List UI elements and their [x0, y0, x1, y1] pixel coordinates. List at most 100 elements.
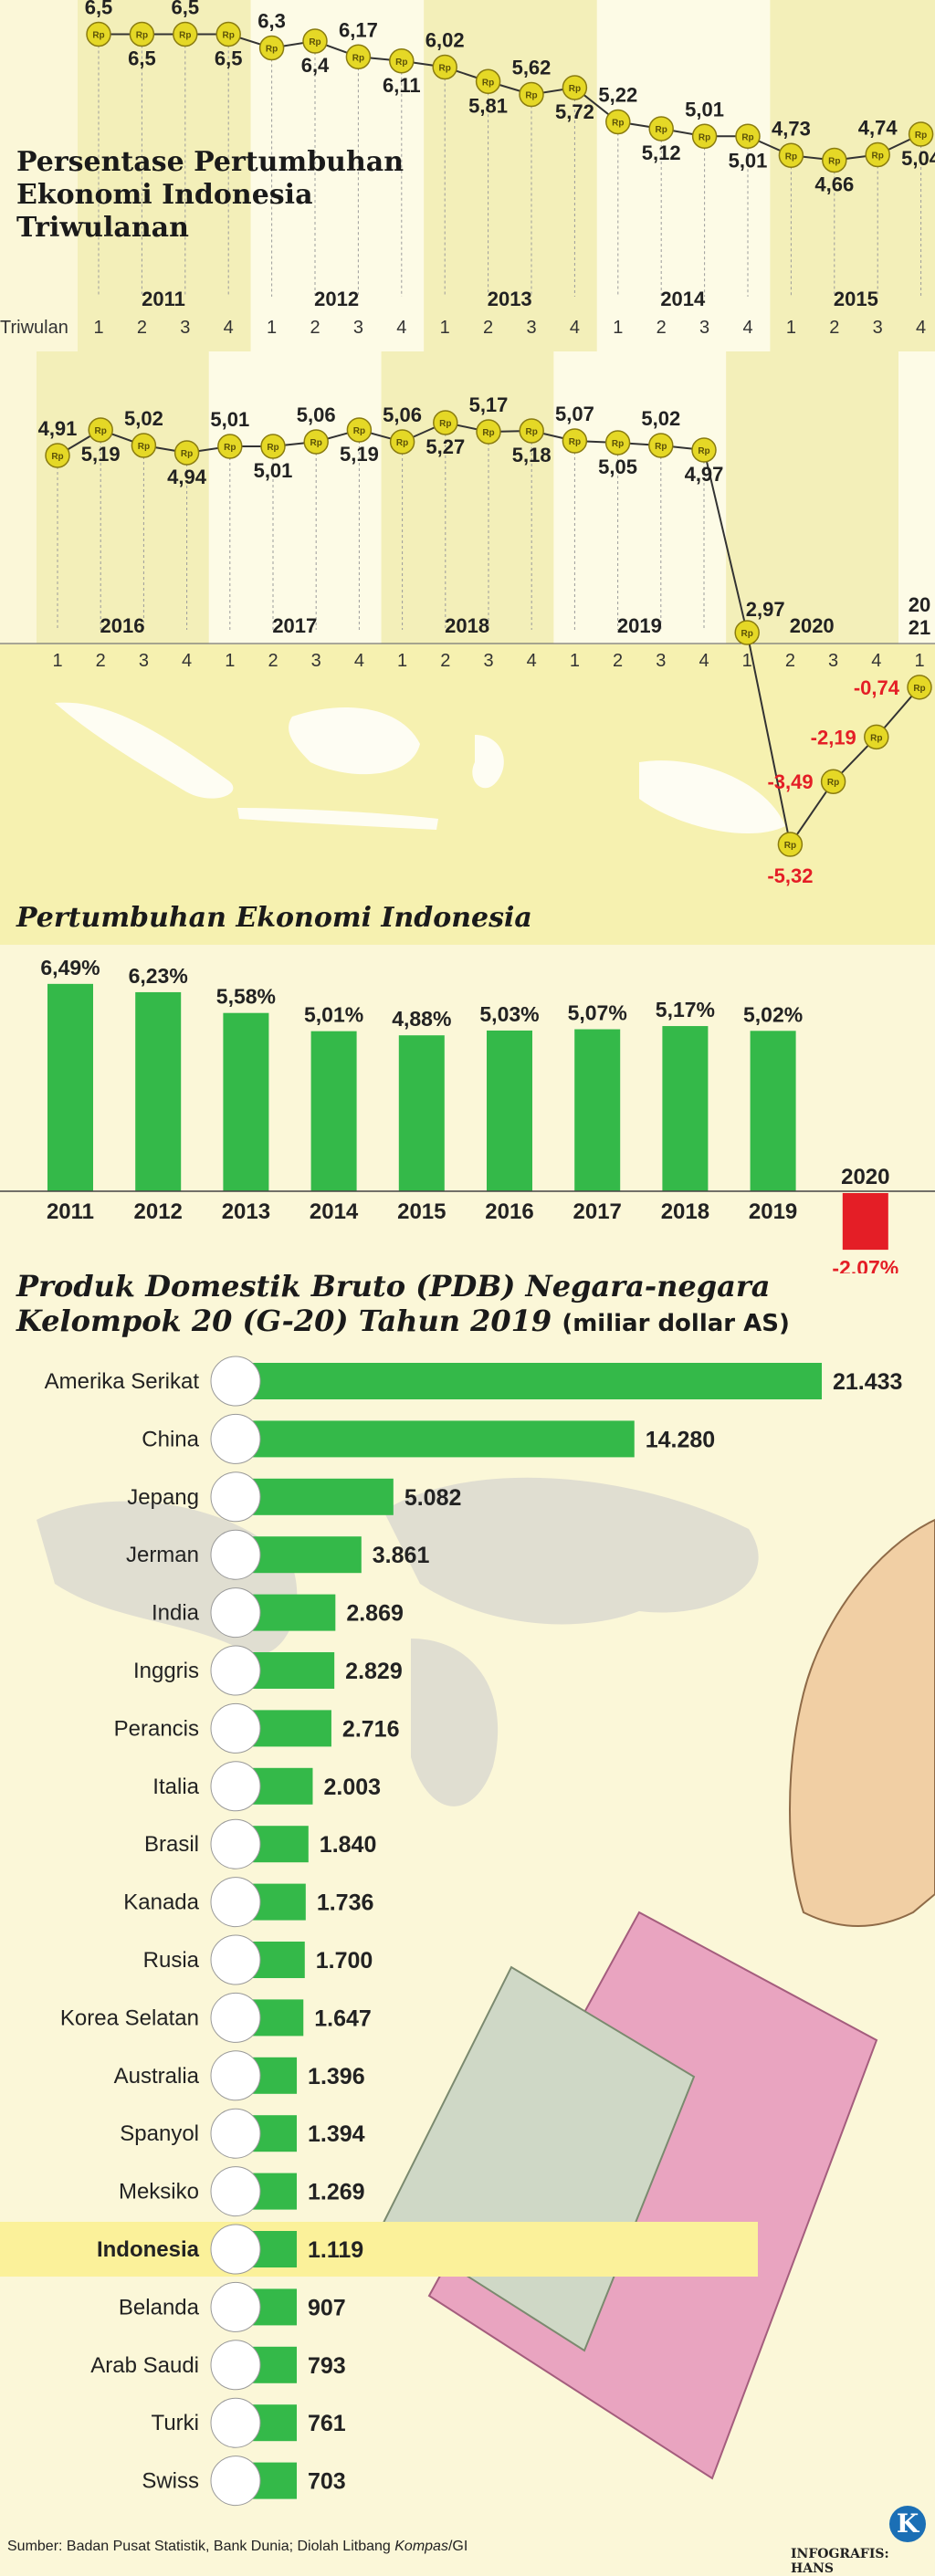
gdp-value-0: 21.433: [833, 1369, 902, 1395]
gdp-country-8: Brasil: [144, 1832, 199, 1857]
q1-value-label-17: 4,66: [814, 173, 854, 196]
map-sumatra-shape: [55, 702, 234, 799]
gdp-country-2: Jepang: [127, 1485, 199, 1510]
q1-coin-label-11: Rp: [569, 84, 581, 94]
annual-year-2011: 2011: [47, 1199, 94, 1224]
q1-quarter-tick-18: 3: [873, 318, 883, 338]
q2-value-label-1: 5,19: [81, 443, 121, 466]
q2-year-label-bottom: 21: [909, 616, 930, 639]
q2-coin-label-0: Rp: [51, 452, 63, 462]
q1-coin-19: [908, 121, 934, 147]
q2-coin-14: [648, 433, 674, 458]
q2-value-label-12: 5,07: [555, 403, 594, 425]
annual-year-2016: 2016: [485, 1199, 533, 1224]
q1-coin-label-12: Rp: [612, 119, 624, 129]
q1-quarter-tick-7: 4: [396, 318, 406, 338]
q2-coin-13: [604, 430, 631, 456]
year-band-2016-5: [898, 351, 935, 644]
italy-flag-icon: [210, 1761, 261, 1812]
annual-year-2015: 2015: [397, 1199, 446, 1224]
saudi-arabia-flag-icon: [210, 2340, 261, 2391]
q2-coin-label-9: Rp: [439, 419, 451, 429]
q2-quarter-tick-19: 4: [871, 651, 881, 671]
world-map-americas-shape: [37, 1501, 298, 1655]
year-band-2016-1: [208, 351, 382, 644]
q2-quarter-tick-3: 4: [182, 651, 192, 671]
q1-value-label-12: 5,22: [598, 84, 637, 107]
q1-quarter-tick-12: 1: [613, 318, 623, 338]
q1-coin-label-17: Rp: [828, 157, 840, 167]
q1-coin-label-8: Rp: [439, 64, 451, 74]
q2-quarter-tick-5: 2: [268, 651, 278, 671]
annual-year-2017: 2017: [573, 1199, 622, 1224]
q2-year-label-2016: 2016: [100, 614, 145, 637]
japan-flag-icon: [210, 1471, 261, 1523]
switzerland-flag-icon: [210, 2456, 261, 2507]
q2-coin-label-16: Rp: [741, 629, 753, 639]
q2-coin-label-14: Rp: [655, 442, 667, 452]
gdp-value-12: 1.396: [308, 2064, 365, 2089]
q1-coin-label-10: Rp: [525, 91, 537, 101]
q2-coin-10: [476, 419, 501, 445]
q2-quarter-tick-7: 4: [354, 651, 364, 671]
gdp-value-8: 1.840: [320, 1832, 377, 1858]
q2-value-label-14: 5,02: [641, 407, 680, 430]
quarter-axis-label: Triwulan: [0, 318, 68, 338]
q1-coin-11: [562, 75, 588, 100]
q1-year-label-2011: 2011: [142, 288, 185, 310]
annual-growth-chart: 6,49% 2011 6,23% 2012 5,58% 2013 5,01% 2014 4,88…: [0, 945, 935, 1273]
source-italic: Kompas: [394, 2539, 448, 2554]
q1-quarter-tick-16: 1: [786, 318, 796, 338]
mexico-flag-icon: [210, 2166, 261, 2217]
q1-value-label-7: 6,11: [383, 74, 421, 97]
q2-quarter-tick-6: 3: [311, 651, 321, 671]
world-map-africa-shape: [411, 1639, 499, 1806]
gdp-value-4: 2.869: [346, 1601, 404, 1627]
q1-coin-8: [432, 54, 457, 80]
q2-value-label-6: 5,06: [297, 403, 336, 426]
annual-value-2013: 5,58%: [216, 985, 276, 1009]
q2-coin-2: [131, 433, 157, 458]
q1-coin-label-3: Rp: [223, 31, 235, 41]
gdp-value-11: 1.647: [314, 2005, 372, 2031]
q2-value-label-9: 5,27: [425, 435, 465, 458]
annual-bar-2016: [487, 1030, 532, 1191]
q2-coin-label-12: Rp: [569, 437, 581, 447]
gdp-country-15: Indonesia: [97, 2237, 200, 2262]
annual-value-2020: -2,07%: [832, 1256, 898, 1273]
q2-coin-label-11: Rp: [526, 427, 538, 437]
q2-quarter-tick-14: 3: [656, 651, 666, 671]
map-kalimantan-shape: [289, 707, 420, 775]
indonesia-flag-icon: [210, 2224, 261, 2275]
map-java-shape: [237, 808, 438, 830]
q2-coin-9: [433, 410, 458, 435]
q2-coin-label-20: Rp: [913, 684, 925, 694]
q2-coin-6: [303, 429, 329, 455]
q2-quarter-tick-9: 2: [440, 651, 450, 671]
annual-chart-title: Pertumbuhan Ekonomi Indonesia: [16, 902, 532, 934]
hand-icon: [789, 1518, 935, 1927]
q1-value-label-1: 6,5: [128, 47, 156, 70]
q1-quarter-tick-8: 1: [440, 318, 450, 338]
gdp-value-3: 3.861: [373, 1543, 430, 1568]
q1-coin-16: [778, 142, 804, 168]
us-flag-icon: [210, 1356, 261, 1407]
world-map-eurasia-shape: [383, 1477, 759, 1625]
q1-quarter-tick-6: 3: [353, 318, 363, 338]
gdp-title-line1: Produk Domestik Bruto (PDB) Negara-negar…: [16, 1269, 771, 1304]
q2-coin-5: [260, 434, 286, 459]
gdp-value-5: 2.829: [345, 1659, 403, 1684]
gdp-unit: (miliar dollar AS): [562, 1310, 790, 1337]
gdp-value-6: 2.716: [342, 1716, 400, 1742]
q1-quarter-tick-10: 3: [526, 318, 536, 338]
china-flag-icon: [210, 1413, 261, 1464]
q1-value-label-13: 5,12: [642, 141, 681, 164]
gdp-country-17: Arab Saudi: [90, 2353, 199, 2378]
annual-value-2015: 4,88%: [392, 1007, 451, 1031]
q1-coin-label-16: Rp: [785, 152, 797, 162]
q1-value-label-0: 6,5: [85, 0, 113, 19]
q1-value-label-9: 5,81: [468, 94, 508, 117]
q1-coin-9: [475, 68, 501, 94]
q1-coin-7: [389, 48, 415, 74]
q1-quarter-tick-4: 1: [267, 318, 277, 338]
